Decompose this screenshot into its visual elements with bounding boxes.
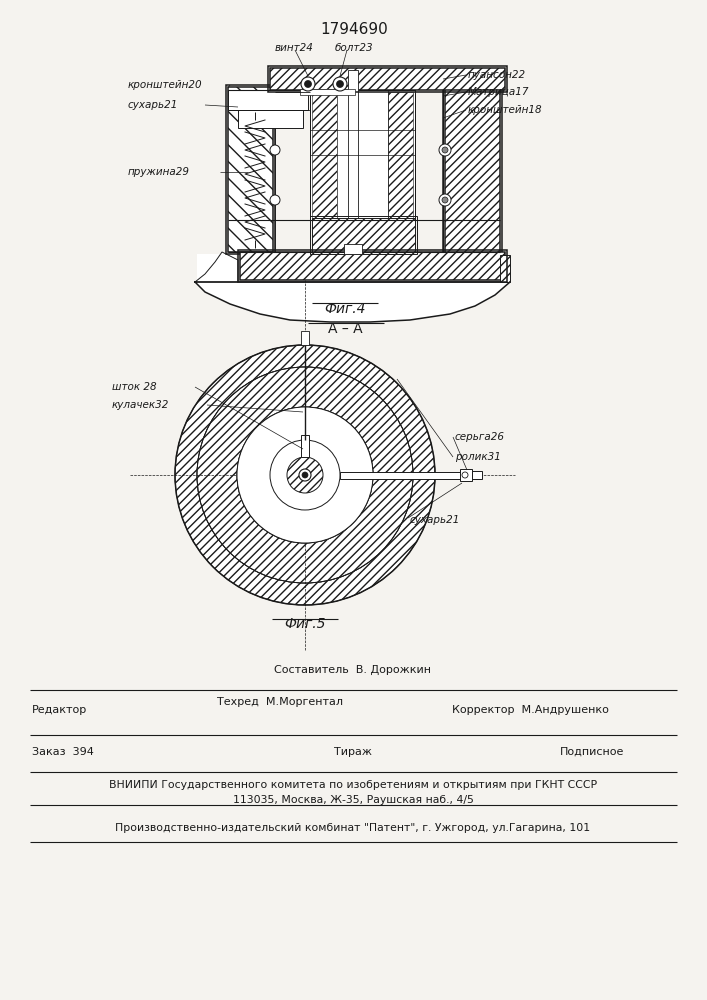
Circle shape [270, 440, 340, 510]
Polygon shape [195, 282, 510, 322]
Text: Фиг.4: Фиг.4 [325, 302, 366, 316]
Text: пуансон22: пуансон22 [468, 70, 526, 80]
Text: сухарь21: сухарь21 [128, 100, 178, 110]
Bar [197, 254, 236, 280]
Bar [312, 218, 415, 252]
Text: Редактор: Редактор [32, 705, 87, 715]
Bar [300, 89, 355, 95]
Bar [228, 90, 308, 110]
Bar [301, 331, 309, 345]
Bar [388, 92, 413, 218]
Text: болт23: болт23 [335, 43, 373, 53]
Bar [310, 90, 415, 220]
Bar [240, 252, 505, 280]
Wedge shape [197, 367, 413, 583]
Circle shape [302, 472, 308, 478]
Circle shape [333, 77, 347, 91]
Bar [460, 469, 472, 481]
Bar [226, 85, 275, 254]
Bar [348, 70, 358, 245]
Bar [312, 92, 337, 218]
Text: Заказ  394: Заказ 394 [32, 747, 94, 757]
Text: Техред  М.Моргентал: Техред М.Моргентал [217, 697, 343, 707]
Text: 1794690: 1794690 [320, 22, 388, 37]
Text: Матрица17: Матрица17 [468, 87, 530, 97]
Bar [270, 68, 505, 90]
Bar [500, 255, 510, 282]
Bar [238, 250, 507, 282]
Text: шток 28: шток 28 [112, 382, 157, 392]
Circle shape [337, 81, 344, 88]
Text: А – А: А – А [327, 322, 362, 336]
Circle shape [270, 195, 280, 205]
Circle shape [270, 145, 280, 155]
Circle shape [299, 469, 311, 481]
Bar [443, 78, 502, 257]
Circle shape [237, 407, 373, 543]
Bar [228, 87, 273, 252]
Text: кронштейн18: кронштейн18 [468, 105, 543, 115]
Text: ролик31: ролик31 [455, 452, 501, 462]
Text: Корректор  М.Андрушенко: Корректор М.Андрушенко [452, 705, 609, 715]
Circle shape [442, 197, 448, 203]
Text: сухарь21: сухарь21 [410, 515, 460, 525]
Bar [310, 216, 417, 254]
Text: Фиг.5: Фиг.5 [284, 617, 326, 631]
Bar [238, 110, 303, 128]
Text: кулачек32: кулачек32 [112, 400, 170, 410]
Circle shape [301, 77, 315, 91]
Bar [337, 92, 388, 218]
Wedge shape [175, 345, 435, 605]
Text: Составитель  В. Дорожкин: Составитель В. Дорожкин [274, 665, 431, 675]
Bar [445, 80, 500, 255]
Circle shape [439, 194, 451, 206]
Circle shape [439, 144, 451, 156]
Circle shape [237, 407, 373, 543]
Text: Производственно-издательский комбинат "Патент", г. Ужгород, ул.Гагарина, 101: Производственно-издательский комбинат "П… [115, 823, 590, 833]
Circle shape [442, 147, 448, 153]
Polygon shape [195, 252, 238, 282]
Bar [268, 66, 507, 92]
Bar [472, 471, 482, 479]
Circle shape [287, 457, 323, 493]
Bar [301, 435, 309, 457]
Text: пружина29: пружина29 [128, 167, 190, 177]
Text: Подписное: Подписное [560, 747, 624, 757]
Circle shape [462, 472, 468, 478]
Text: ВНИИПИ Государственного комитета по изобретениям и открытиям при ГКНТ СССР: ВНИИПИ Государственного комитета по изоб… [109, 780, 597, 790]
Text: винт24: винт24 [275, 43, 314, 53]
Bar [340, 472, 480, 479]
Circle shape [305, 81, 312, 88]
Bar [344, 244, 362, 254]
Text: серьга26: серьга26 [455, 432, 505, 442]
Text: 113035, Москва, Ж-35, Раушская наб., 4/5: 113035, Москва, Ж-35, Раушская наб., 4/5 [233, 795, 474, 805]
Text: Тираж: Тираж [334, 747, 372, 757]
Text: кронштейн20: кронштейн20 [128, 80, 203, 90]
